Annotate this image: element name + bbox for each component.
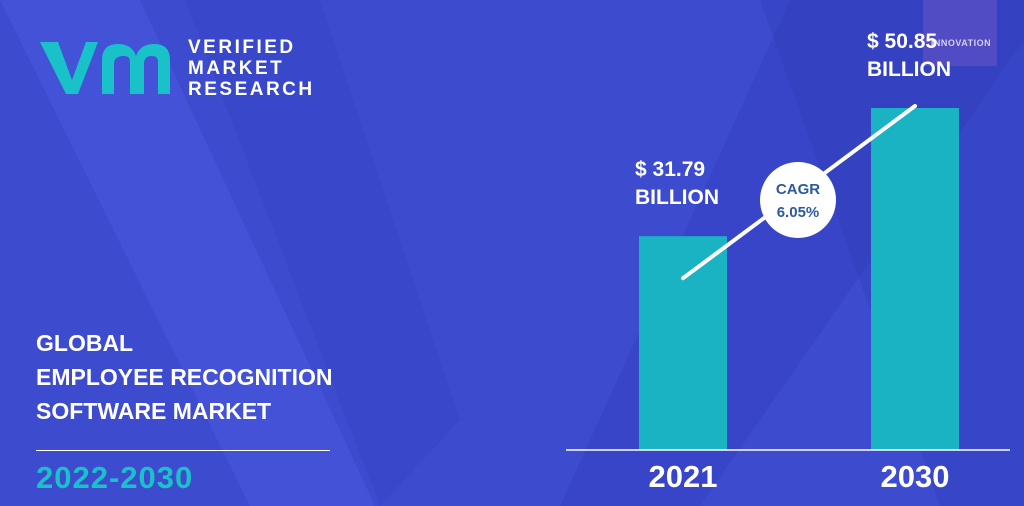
- brand-name: VERIFIED MARKET RESEARCH: [188, 37, 315, 100]
- value-label-2021-line-1: $ 31.79: [635, 158, 705, 181]
- cagr-label: CAGR: [776, 181, 820, 198]
- brand-line-3: RESEARCH: [188, 78, 315, 100]
- forecast-period: 2022-2030: [36, 460, 194, 495]
- x-tick-label-2030: 2030: [881, 459, 950, 494]
- innovation-badge-text: INNOVATION: [930, 38, 992, 48]
- cagr-value: 6.05%: [777, 204, 820, 221]
- title-line-3: SOFTWARE MARKET: [36, 398, 272, 424]
- value-label-2030-line-2: BILLION: [867, 58, 951, 81]
- value-label-2021-line-2: BILLION: [635, 186, 719, 209]
- title-line-1: GLOBAL: [36, 330, 134, 356]
- cagr-circle: [760, 162, 836, 238]
- brand-line-2: MARKET: [188, 57, 285, 79]
- x-tick-label-2021: 2021: [649, 459, 718, 494]
- bar-2030: [871, 108, 959, 450]
- title-divider: [36, 450, 330, 451]
- bar-2021: [639, 236, 727, 450]
- brand-logo: VERIFIED MARKET RESEARCH: [36, 36, 315, 100]
- value-label-2030-line-1: $ 50.85: [867, 30, 937, 53]
- title-line-2: EMPLOYEE RECOGNITION: [36, 364, 333, 390]
- vmr-logo-icon: [40, 42, 170, 94]
- innovation-badge: [923, 0, 997, 66]
- market-title: GLOBAL EMPLOYEE RECOGNITION SOFTWARE MAR…: [36, 326, 332, 428]
- brand-line-1: VERIFIED: [188, 36, 296, 58]
